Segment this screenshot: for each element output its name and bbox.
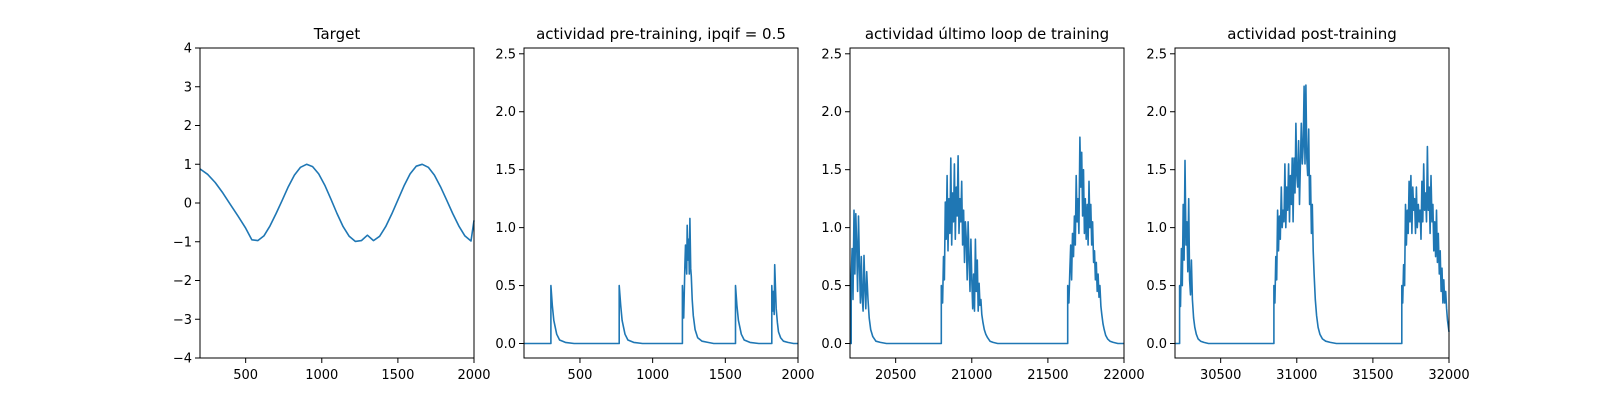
y-tick-label: 1.0 [821,221,842,236]
y-tick-label: 1.0 [1146,221,1167,236]
x-tick-label: 21000 [951,368,992,383]
x-tick-label: 31000 [1276,368,1317,383]
y-tick-label: 1 [184,158,192,173]
series-line-1 [1175,84,1450,345]
plot-frame [849,47,1125,359]
y-tick-label: 2.0 [495,105,516,120]
y-tick-label: −1 [173,235,192,250]
x-tick-label: 30500 [1200,368,1241,383]
series-line-1 [199,163,475,243]
x-tick-label: 22000 [1103,368,1144,383]
y-tick-label: 0.0 [821,337,842,352]
x-tick-label: 1000 [305,368,338,383]
plot-frame [1174,47,1450,359]
x-tick-label: 31500 [1352,368,1393,383]
plot-frame [199,47,475,359]
y-tick-label: 1.5 [495,163,516,178]
series-line-1 [850,136,1124,345]
y-tick-label: 2.0 [821,105,842,120]
x-tick-label: 21500 [1027,368,1068,383]
plot-frame [523,47,799,359]
y-tick-label: 2.5 [821,47,842,62]
chart-title: actividad post-training [1227,25,1396,43]
chart-title: Target [313,25,361,43]
y-tick-label: 0.5 [495,279,516,294]
x-tick-label: 500 [568,368,593,383]
y-tick-label: 2.0 [1146,105,1167,120]
y-tick-label: 0 [184,197,192,212]
y-tick-label: −3 [173,313,192,328]
x-tick-label: 500 [233,368,258,383]
y-tick-label: −4 [173,352,192,367]
y-tick-label: 1.5 [821,163,842,178]
y-tick-label: 0.0 [495,337,516,352]
x-tick-label: 20500 [875,368,916,383]
x-tick-label: 32000 [1428,368,1469,383]
y-tick-label: 3 [184,80,192,95]
chart-panel-4: 30500 31000 31500 32000 0.0 0.5 1.0 1.5 2.0 2.5 ac… [1146,25,1469,383]
chart-panel-2: 500 1000 1500 2000 0.0 0.5 1.0 1.5 2.0 2.5 activid… [495,25,814,383]
y-tick-label: −2 [173,274,192,289]
chart-panel-1: 500 1000 1500 2000 −4 −3 −2 −1 0 1 2 3 4 Target [173,25,491,383]
series-line-1 [524,217,798,345]
y-tick-label: 0.0 [1146,337,1167,352]
x-tick-label: 2000 [457,368,490,383]
y-tick-label: 2 [184,119,192,134]
y-tick-label: 0.5 [821,279,842,294]
y-tick-label: 4 [184,42,192,57]
x-tick-label: 2000 [781,368,814,383]
y-tick-label: 1.0 [495,221,516,236]
y-tick-label: 2.5 [495,47,516,62]
x-tick-label: 1500 [381,368,414,383]
y-tick-label: 0.5 [1146,279,1167,294]
x-tick-label: 1500 [709,368,742,383]
chart-panel-3: 20500 21000 21500 22000 0.0 0.5 1.0 1.5 2.0 2.5 ac… [821,25,1144,383]
chart-title: actividad último loop de training [865,25,1109,43]
y-tick-label: 1.5 [1146,163,1167,178]
y-tick-label: 2.5 [1146,47,1167,62]
chart-title: actividad pre-training, ipqif = 0.5 [536,25,786,43]
x-tick-label: 1000 [636,368,669,383]
